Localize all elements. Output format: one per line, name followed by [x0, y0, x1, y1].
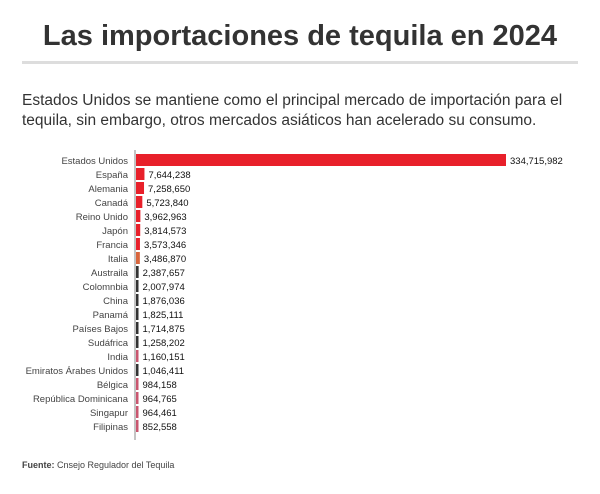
value-label: 2,387,657	[143, 268, 185, 279]
bar-chart: Estados Unidos 334,715,982 España 7,644,238…	[26, 150, 563, 440]
title-divider	[22, 61, 578, 64]
bar	[136, 196, 143, 208]
chart-title: Las importaciones de tequila en 2024	[42, 20, 558, 52]
value-label: 3,814,573	[144, 226, 186, 237]
value-label: 1,825,111	[143, 310, 184, 321]
source-text: Cnsejo Regulador del Tequila	[54, 460, 175, 470]
category-label: Reino Unido	[76, 212, 128, 223]
value-label: 1,046,411	[143, 366, 185, 377]
category-label: Japón	[102, 226, 128, 237]
chart-subtitle: Estados Unidos se mantiene como el princ…	[22, 92, 563, 129]
value-label: 3,573,346	[144, 240, 186, 251]
bar	[136, 210, 141, 222]
bar	[136, 378, 139, 390]
category-label: Canadá	[95, 198, 129, 209]
bar	[136, 182, 145, 194]
bar	[136, 406, 139, 418]
category-label: Panamá	[93, 310, 129, 321]
category-label: España	[96, 170, 129, 181]
category-label: Países Bajos	[73, 324, 129, 335]
category-label: Bélgica	[97, 380, 129, 391]
bar	[136, 392, 139, 404]
category-label: Emiratos Árabes Unidos	[26, 366, 129, 377]
bar	[136, 420, 139, 432]
value-label: 2,007,974	[143, 282, 185, 293]
bar	[136, 168, 145, 180]
value-label: 7,258,650	[148, 184, 190, 195]
source-label: Fuente:	[22, 460, 55, 470]
bar	[136, 308, 139, 320]
category-label: Italia	[108, 254, 129, 265]
value-label: 964,765	[143, 394, 177, 405]
category-label: Sudáfrica	[88, 338, 129, 349]
bar	[136, 280, 139, 292]
value-label: 1,160,151	[143, 352, 185, 363]
value-label: 852,558	[143, 422, 177, 433]
source-note: Fuente: Cnsejo Regulador del Tequila	[22, 460, 174, 470]
bar	[136, 364, 139, 376]
category-label: Austraila	[91, 268, 129, 279]
bar	[136, 266, 139, 278]
bar	[136, 350, 139, 362]
category-label: Alemania	[88, 184, 128, 195]
bar	[136, 252, 140, 264]
bar	[136, 224, 141, 236]
value-label: 1,876,036	[143, 296, 185, 307]
value-label: 334,715,982	[510, 156, 563, 167]
bar	[136, 336, 139, 348]
bar	[136, 294, 139, 306]
value-label: 1,258,202	[143, 338, 185, 349]
value-label: 7,644,238	[148, 170, 190, 181]
value-label: 3,486,870	[144, 254, 186, 265]
value-label: 984,158	[143, 380, 177, 391]
category-label: China	[103, 296, 129, 307]
value-label: 3,962,963	[144, 212, 186, 223]
value-label: 964,461	[143, 408, 177, 419]
category-label: Singapur	[90, 408, 128, 419]
category-label: Filipinas	[93, 422, 128, 433]
category-label: India	[107, 352, 128, 363]
value-label: 1,714,875	[143, 324, 185, 335]
bar	[136, 154, 506, 166]
category-label: Estados Unidos	[61, 156, 128, 167]
bar	[136, 322, 139, 334]
bar	[136, 238, 140, 250]
category-label: República Dominicana	[33, 394, 129, 405]
category-label: Francia	[96, 240, 128, 251]
value-label: 5,723,840	[146, 198, 188, 209]
category-label: Colomnbia	[83, 282, 129, 293]
